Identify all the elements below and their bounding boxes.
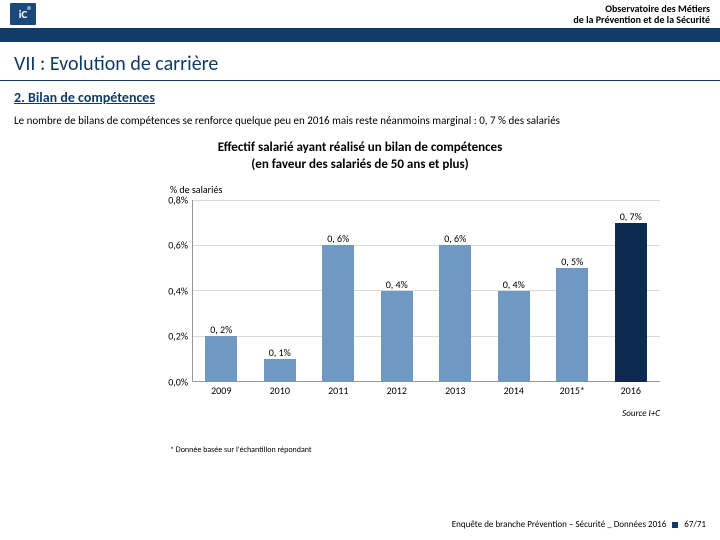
chart-bars: 0, 2% 0, 1% 0, 6% 0, 4% 0, 6% 0, 4% 0, 5% 0, 7% bbox=[192, 200, 660, 382]
bar-slot: 0, 2% bbox=[192, 200, 251, 382]
footer-square-icon bbox=[672, 522, 678, 528]
logo: iC bbox=[10, 3, 36, 25]
chart-x-tick: 2012 bbox=[368, 384, 427, 400]
chart-x-tick: 2009 bbox=[192, 384, 251, 400]
chart-x-tick: 2014 bbox=[485, 384, 544, 400]
chart-y-tick: 0,6% bbox=[150, 239, 188, 252]
chart-x-tick: 2013 bbox=[426, 384, 485, 400]
subsection-title: 2. Bilan de compétences bbox=[0, 81, 720, 108]
bar-value-label: 0, 4% bbox=[503, 278, 525, 291]
bar-value-label: 0, 1% bbox=[269, 346, 291, 359]
chart-footnote: * Donnée basée sur l'échantillon réponda… bbox=[170, 445, 720, 455]
chart-title-line2: (en faveur des salariés de 50 ans et plu… bbox=[0, 157, 720, 173]
bar-slot: 0, 7% bbox=[602, 200, 661, 382]
bar bbox=[556, 268, 588, 382]
bar-value-label: 0, 2% bbox=[210, 323, 232, 336]
bar bbox=[439, 245, 471, 382]
logo-dot-icon bbox=[27, 6, 31, 10]
chart-title: Effectif salarié ayant réalisé un bilan … bbox=[0, 140, 720, 173]
chart-y-tick: 0,8% bbox=[150, 193, 188, 206]
bar-value-label: 0, 6% bbox=[444, 232, 466, 245]
bar bbox=[615, 223, 647, 382]
bar-slot: 0, 4% bbox=[485, 200, 544, 382]
header-ribbon bbox=[0, 28, 720, 42]
chart-x-tick: 2010 bbox=[251, 384, 310, 400]
bar bbox=[322, 245, 354, 382]
bar-chart: 0, 2% 0, 1% 0, 6% 0, 4% 0, 6% 0, 4% 0, 5% 0, 7%… bbox=[150, 200, 660, 400]
observatory-line2: de la Prévention et de la Sécurité bbox=[573, 14, 710, 25]
footer-text: Enquête de branche Prévention – Sécurité… bbox=[452, 519, 667, 530]
page-footer: Enquête de branche Prévention – Sécurité… bbox=[452, 519, 706, 530]
footer-page: 67/71 bbox=[684, 519, 706, 530]
chart-x-labels: 2009201020112012201320142015*2016 bbox=[192, 384, 660, 400]
section-title: VII : Evolution de carrière bbox=[0, 42, 720, 81]
bar-slot: 0, 4% bbox=[368, 200, 427, 382]
chart-unit: % de salariés bbox=[170, 183, 720, 196]
bar bbox=[264, 359, 296, 382]
bar-value-label: 0, 4% bbox=[386, 278, 408, 291]
bar-value-label: 0, 7% bbox=[620, 210, 642, 223]
logo-text: iC bbox=[19, 8, 28, 21]
bar-slot: 0, 6% bbox=[309, 200, 368, 382]
chart-source: Source I+C bbox=[0, 408, 660, 419]
top-band: iC Observatoire des Métiers de la Préven… bbox=[0, 0, 720, 28]
bar-slot: 0, 6% bbox=[426, 200, 485, 382]
bar-value-label: 0, 6% bbox=[327, 232, 349, 245]
chart-x-tick: 2011 bbox=[309, 384, 368, 400]
bar bbox=[498, 291, 530, 382]
observatory-label: Observatoire des Métiers de la Préventio… bbox=[573, 3, 710, 25]
intro-paragraph: Le nombre de bilans de compétences se re… bbox=[0, 108, 720, 134]
bar bbox=[205, 336, 237, 382]
chart-title-line1: Effectif salarié ayant réalisé un bilan … bbox=[0, 140, 720, 156]
bar bbox=[381, 291, 413, 382]
bar-value-label: 0, 5% bbox=[561, 255, 583, 268]
chart-y-tick: 0,2% bbox=[150, 330, 188, 343]
chart-y-tick: 0,0% bbox=[150, 375, 188, 388]
bar-slot: 0, 5% bbox=[543, 200, 602, 382]
bar-slot: 0, 1% bbox=[251, 200, 310, 382]
chart-x-tick: 2015* bbox=[543, 384, 602, 400]
chart-y-tick: 0,4% bbox=[150, 284, 188, 297]
chart-x-tick: 2016 bbox=[602, 384, 661, 400]
